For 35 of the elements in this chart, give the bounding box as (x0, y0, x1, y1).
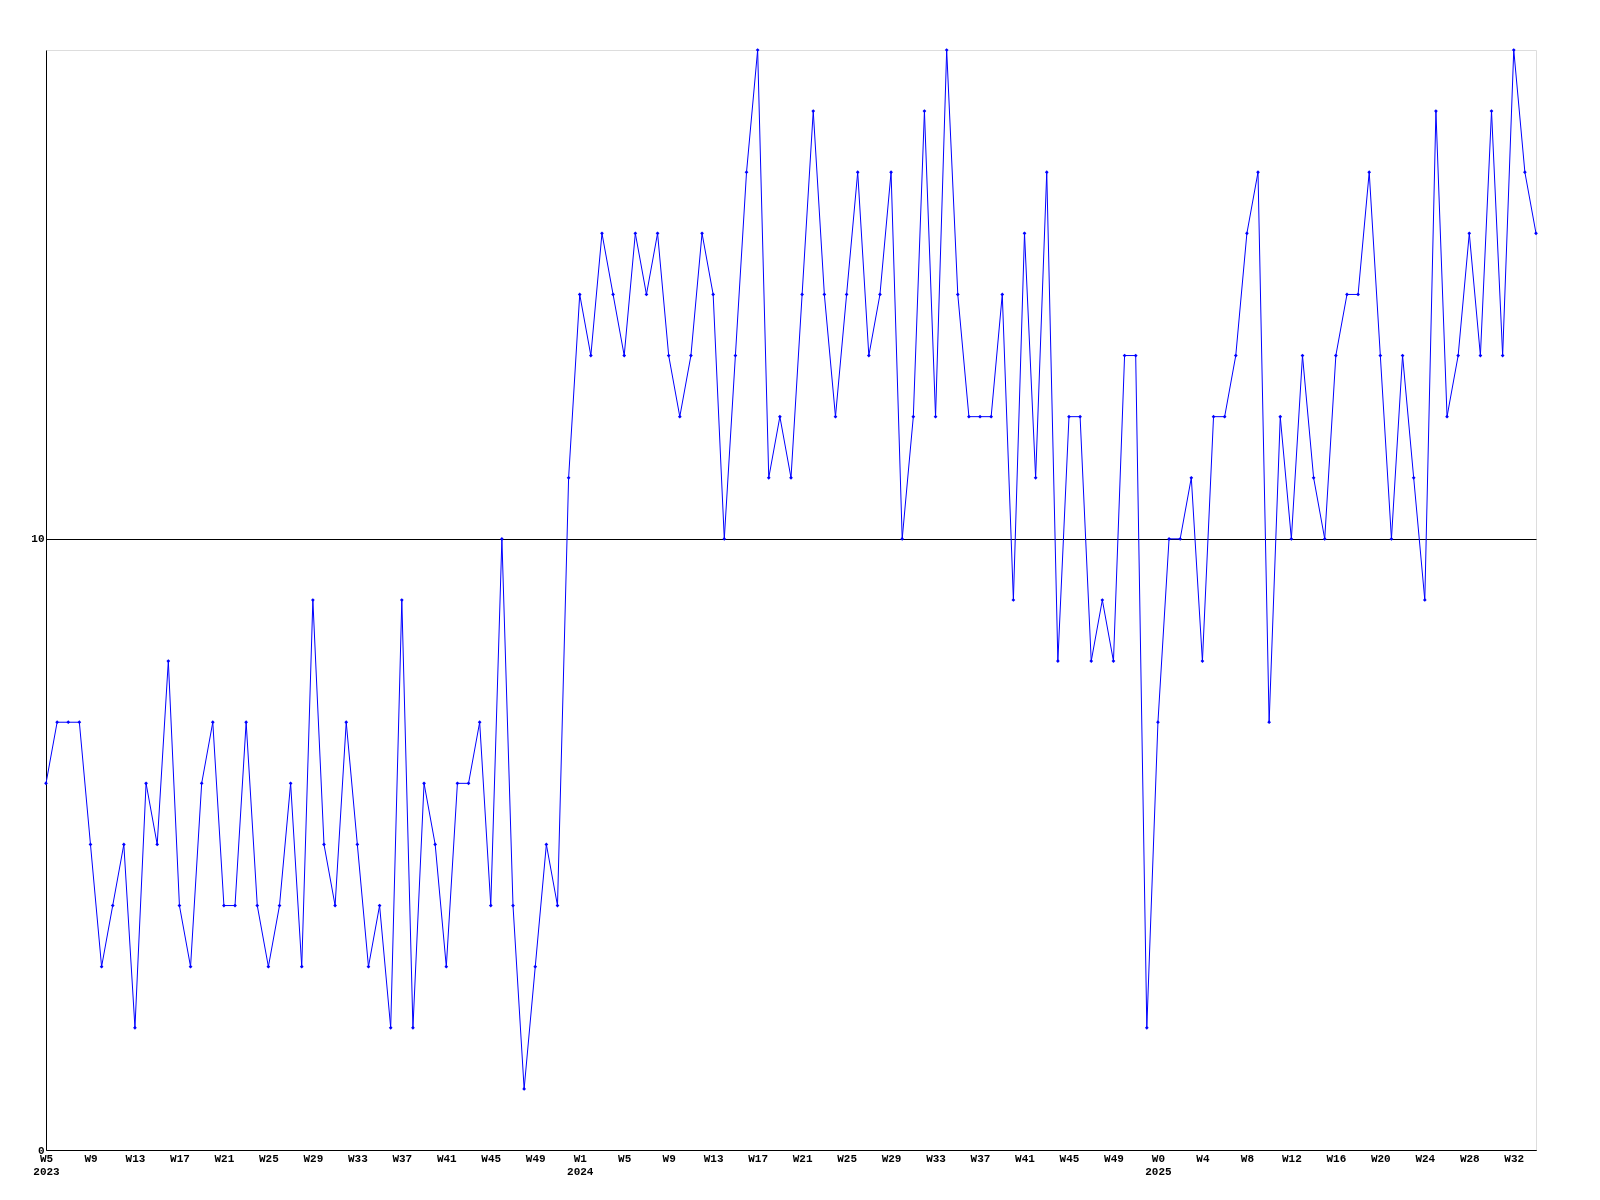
x-tick-label: W17 (748, 1152, 769, 1165)
x-tick-label: W12 (1281, 1152, 1302, 1165)
x-tick-label: W29 (303, 1152, 324, 1165)
x-tick-label: W9 (84, 1152, 98, 1165)
x-tick-label: W5 (618, 1152, 632, 1165)
x-tick-label: W33 (347, 1152, 369, 1165)
x-tick-label: W37 (392, 1152, 413, 1165)
x-tick-label: W28 (1459, 1152, 1481, 1165)
x-tick-label: W4 (1196, 1152, 1210, 1165)
y-tick-label: 10 (31, 533, 45, 546)
x-tick-label: W21 (214, 1152, 235, 1165)
x-tick-label: W25 (258, 1152, 280, 1165)
x-tick-label: W16 (1326, 1152, 1347, 1165)
x-tick-label: W20 (1370, 1152, 1391, 1165)
x-tick-label: W9 (662, 1152, 676, 1165)
x-tick-label: W17 (170, 1152, 190, 1165)
x-tick-label: W33 (926, 1152, 947, 1165)
x-tick-label: W41 (436, 1152, 458, 1165)
x-tick-label: W1 2024 (567, 1152, 594, 1178)
x-tick-label: W29 (881, 1152, 902, 1165)
x-tick-label: W24 (1415, 1152, 1436, 1165)
x-tick-label: W13 (125, 1152, 146, 1165)
x-tick-label: W0 2025 (1145, 1152, 1173, 1178)
x-tick-label: W45 (481, 1152, 502, 1165)
x-tick-label: W5 2023 (33, 1152, 61, 1178)
x-tick-label: W8 (1240, 1152, 1255, 1165)
x-tick-label: W13 (703, 1152, 724, 1165)
x-tick-label: W41 (1015, 1152, 1036, 1165)
x-tick-label: W21 (792, 1152, 813, 1165)
x-tick-label: W32 (1504, 1152, 1525, 1165)
x-tick-label: W37 (970, 1152, 991, 1165)
x-tick-label: W49 (1104, 1152, 1124, 1165)
x-tick-label: W45 (1059, 1152, 1080, 1165)
x-tick-label: W25 (837, 1152, 858, 1165)
x-tick-label: W49 (525, 1152, 546, 1165)
